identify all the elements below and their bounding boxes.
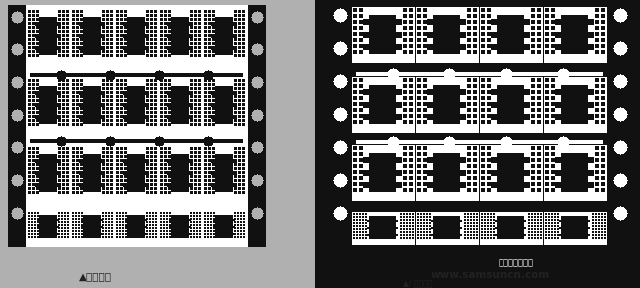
Text: www.samsuncn.com: www.samsuncn.com [430, 270, 550, 280]
Text: ▲产品面光: ▲产品面光 [79, 271, 111, 281]
Text: ▲/ 品名点光: ▲/ 品名点光 [403, 278, 433, 287]
Text: 三明森光电科技: 三明森光电科技 [499, 259, 534, 268]
